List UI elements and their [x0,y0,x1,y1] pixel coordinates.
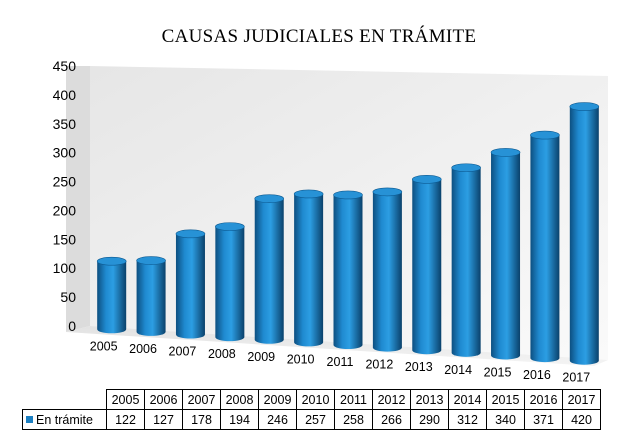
table-corner [23,390,107,410]
bar [412,179,442,355]
bar [215,226,245,342]
x-tick-label: 2007 [169,345,197,359]
bar [451,167,481,357]
x-tick-label: 2005 [90,339,118,353]
y-tick-label: 250 [53,174,77,190]
side-wall [66,66,90,332]
table-header-cell: 2014 [448,389,487,410]
bar [136,260,166,336]
y-tick-label: 350 [53,116,77,132]
x-tick-label: 2014 [444,363,472,377]
y-tick-label: 450 [53,58,77,74]
bar-cap [451,163,481,173]
table-header-cell: 2017 [562,389,601,410]
bar-cap [333,190,363,200]
table-value-cell: 246 [258,409,297,430]
table-header-cell: 2015 [486,389,525,410]
legend-swatch [26,415,33,423]
bar-cap [490,148,521,157]
table-value-cell: 127 [144,409,183,430]
bar-cap [96,256,127,266]
table-value-cell: 371 [524,409,563,430]
table-row: En trámite 122 127 178 194 246 257 258 266 290 31… [22,409,601,430]
bar [530,135,560,363]
bar [569,106,599,365]
y-tick-label: 100 [53,260,77,276]
bar-cap [175,229,206,239]
data-table: 2005 2006 2007 2008 2009 2010 2011 2012 2013 2014… [22,389,601,430]
bar [294,193,324,347]
chart-plot: 0 50 100 150 200 250 300 350 400 450 2005 2006 2007… [53,58,608,385]
x-tick-label: 2010 [287,352,315,366]
table-header-cell: 2008 [220,389,259,410]
table-value-cell: 340 [486,409,525,430]
legend-label: En trámite [36,412,93,427]
table-value-cell: 420 [562,409,601,430]
x-tick-label: 2015 [484,365,512,379]
bar-cap [372,187,403,197]
table-header-cell: 2013 [410,389,449,410]
y-tick-label: 300 [53,145,77,161]
table-header-cell: 2010 [296,389,335,410]
table-header-cell: 2016 [524,389,563,410]
table-header-cell: 2012 [372,389,411,410]
table-header-cell: 2005 [106,389,145,410]
table-value-cell: 194 [220,409,259,430]
table-value-cell: 178 [182,409,221,430]
bar-cap [136,256,166,265]
table-value-cell: 258 [334,409,373,430]
table-header-cell: 2006 [144,389,183,410]
bar [333,194,363,349]
x-tick-label: 2008 [208,347,236,361]
table-value-cell: 312 [448,409,487,430]
x-tick-label: 2017 [562,371,590,385]
x-tick-label: 2006 [129,342,157,356]
bar [175,233,205,339]
y-tick-label: 400 [53,87,77,103]
bar [372,191,402,352]
y-tick-label: 200 [53,202,77,218]
table-value-cell: 290 [410,409,449,430]
bar-cap [569,102,600,111]
table-header-cell: 2007 [182,389,221,410]
table-header-cell: 2009 [258,389,297,410]
bar [254,198,284,344]
bar-cap [530,130,560,140]
x-tick-label: 2013 [405,360,433,374]
y-tick-label: 150 [53,231,77,247]
table-value-cell: 266 [372,409,411,430]
legend-entry: En trámite [22,409,107,430]
table-header-cell: 2011 [334,389,373,410]
bar-cap [215,222,245,231]
table-value-cell: 122 [106,409,145,430]
bar-cap [411,175,442,184]
table-value-cell: 257 [296,409,335,430]
bar-cap [293,189,324,199]
table-header-row: 2005 2006 2007 2008 2009 2010 2011 2012 2013 2014… [23,389,601,410]
x-tick-label: 2011 [327,355,354,369]
x-tick-label: 2012 [365,358,393,372]
x-tick-label: 2016 [523,368,551,382]
y-tick-label: 0 [68,318,76,334]
bar-cap [254,194,285,203]
bar [97,261,127,334]
chart-title: CAUSAS JUDICIALES EN TRÁMITE [161,26,477,47]
y-tick-label: 50 [60,289,76,305]
x-tick-label: 2009 [247,350,275,364]
bar [491,152,521,360]
